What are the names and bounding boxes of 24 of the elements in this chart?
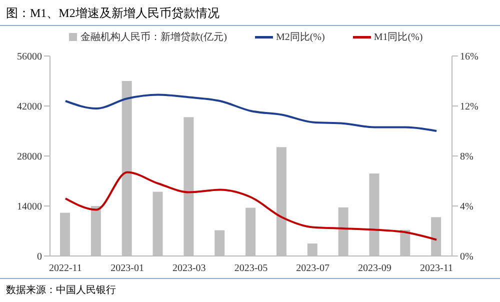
x-tick-label: 2023-07 xyxy=(296,263,330,274)
source-note: 数据来源：中国人民银行 xyxy=(6,284,117,297)
y-tick-label: 0 xyxy=(37,252,42,263)
line-series xyxy=(64,171,438,241)
x-tick-label: 2023-11 xyxy=(420,263,454,274)
legend-label: 金融机构人民币：新增贷款(亿元) xyxy=(80,30,227,44)
x-tick-label: 2023-05 xyxy=(234,263,268,274)
y-tick-label: 28000 xyxy=(17,152,42,163)
legend-label: M2同比(%) xyxy=(276,30,325,44)
y-tick-label: 42000 xyxy=(17,102,42,113)
y2-tick-label: 12% xyxy=(460,102,478,113)
legend-label: M1同比(%) xyxy=(374,30,423,44)
y2-tick-label: 8% xyxy=(460,152,474,163)
x-tick-label: 2023-03 xyxy=(172,263,206,274)
line-series xyxy=(64,94,438,132)
y2-tick-label: 0% xyxy=(460,252,474,263)
y-tick-label: 14000 xyxy=(17,202,42,213)
y2-tick-label: 4% xyxy=(460,202,474,213)
x-tick-label: 2023-01 xyxy=(110,263,144,274)
chart-title: 图：M1、M2增速及新增人民币贷款情况 xyxy=(0,0,500,26)
x-tick-label: 2023-09 xyxy=(358,263,392,274)
x-tick-label: 2022-11 xyxy=(48,263,82,274)
y2-tick-label: 16% xyxy=(460,52,478,63)
y-tick-label: 56000 xyxy=(17,52,42,63)
